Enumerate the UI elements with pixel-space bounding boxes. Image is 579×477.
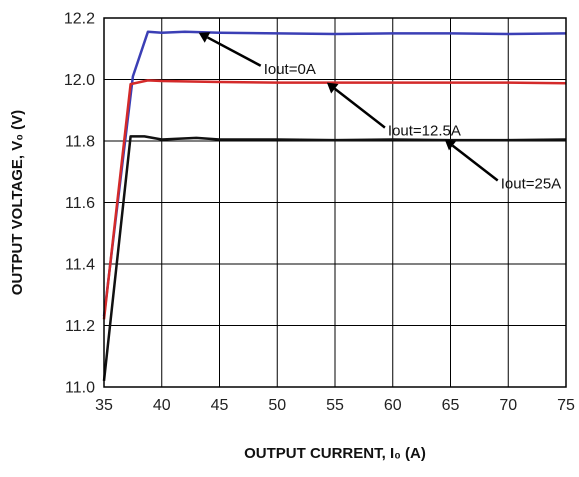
x-tick-label: 75 [557,397,575,414]
annotation-arrow-line [334,87,386,129]
x-tick-label: 45 [211,397,229,414]
x-tick-label: 55 [326,397,344,414]
y-tick-label: 11.4 [65,257,95,274]
y-tick-label: 11.6 [65,195,95,212]
y-tick-label: 11.0 [65,380,95,397]
x-tick-label: 50 [268,397,286,414]
annotation-label: Iout=25A [501,175,561,192]
series-line-1 [102,30,567,317]
annotation-arrowhead [198,32,211,43]
x-tick-label: 65 [442,397,460,414]
annotation-label: Iout=12.5A [388,123,461,140]
x-tick-label: 40 [153,397,171,414]
series-line-2 [102,79,567,320]
y-tick-label: 11.2 [65,318,95,335]
tick-labels: 35 40 45 50 55 60 65 70 75 11.0 11.2 11.4 11.6 11.8 12… [64,11,575,415]
series-lines [102,30,567,382]
annotation-arrow-line [206,36,262,67]
y-tick-label: 11.8 [65,134,95,151]
y-tick-label: 12.0 [64,72,95,89]
plot-area-frame [103,17,567,388]
x-tick-label: 60 [384,397,402,414]
annotation-arrowhead [326,82,339,94]
annotation-arrow-line [451,144,499,182]
x-axis-title: OUTPUT CURRENT, I₀ (A) [244,445,426,462]
y-tick-label: 12.2 [64,11,95,28]
y-axis-title: OUTPUT VOLTAGE, V₀ (V) [9,110,26,295]
series-line-3 [102,135,567,382]
annotation-label: Iout=0A [264,61,316,78]
x-tick-label: 70 [499,397,517,414]
annotations: Iout=0A Iout=12.5A Iout=25A [198,32,561,192]
annotation-arrowhead [444,139,457,151]
x-tick-label: 35 [95,397,113,414]
